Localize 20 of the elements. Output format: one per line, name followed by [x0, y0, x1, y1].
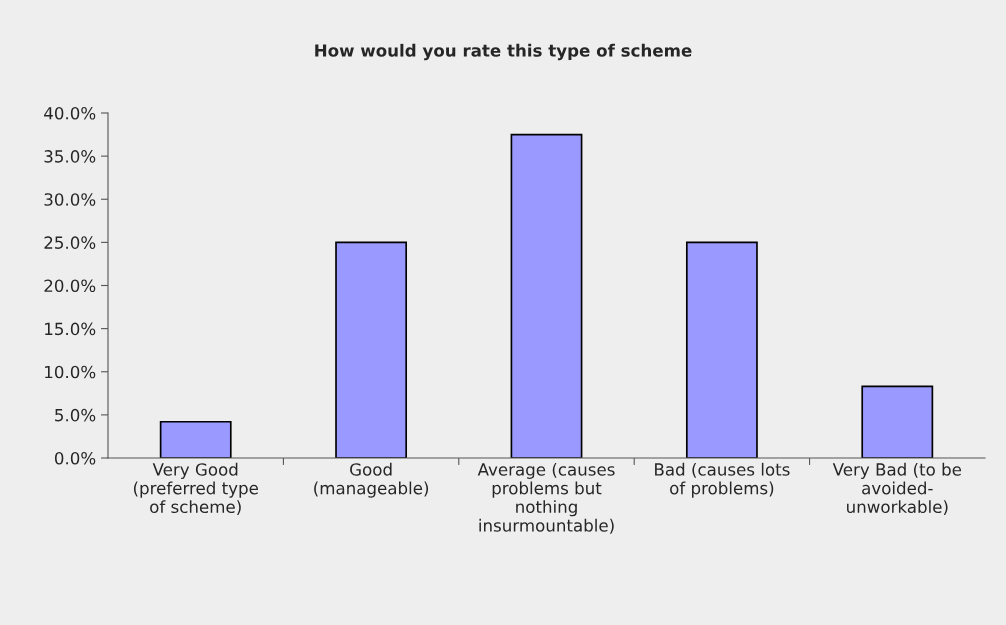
y-tick-label: 0.0%	[54, 451, 96, 465]
y-tick-label: 10.0%	[45, 365, 96, 379]
y-tick-label: 35.0%	[44, 150, 96, 163]
x-tick-label: Good (manageable)	[314, 462, 429, 498]
bar	[510, 133, 583, 458]
y-tick-label: 20.0%	[44, 279, 96, 293]
y-tick-label: 15.0%	[45, 322, 96, 336]
x-tick-label: Very Good (preferred type of scheme)	[133, 462, 258, 516]
y-tick-label: 5.0%	[55, 408, 96, 422]
bar	[685, 241, 758, 458]
y-tick-label: 25.0%	[44, 236, 96, 249]
bar	[335, 241, 408, 458]
x-tick-label: Very Bad (to be avoided- unworkable)	[832, 462, 962, 516]
chart-title: How would you rate this type of scheme	[315, 43, 692, 61]
x-tick-label: Average (causes problems but nothing insurmountable)	[477, 462, 615, 534]
bar	[861, 385, 934, 458]
y-tick-label: 40.0%	[44, 106, 96, 120]
y-tick-label: 30.0%	[44, 193, 96, 206]
x-tick-label: Bad (causes lots of problems)	[655, 462, 790, 498]
bar	[159, 420, 232, 458]
